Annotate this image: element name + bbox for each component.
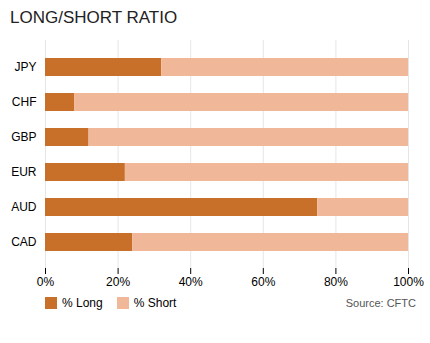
svg-text:40%: 40% [179, 275, 203, 289]
svg-text:60%: 60% [251, 275, 275, 289]
svg-text:0%: 0% [37, 275, 55, 289]
svg-text:GBP: GBP [11, 130, 36, 144]
html-text:Source: CFTC: Source: CFTC [345, 297, 416, 309]
html-text:% Long: % Long [62, 296, 103, 310]
svg-text:EUR: EUR [11, 165, 37, 179]
html-text:LONG/SHORT RATIO: LONG/SHORT RATIO [10, 8, 178, 27]
svg-text:CHF: CHF [12, 95, 37, 109]
svg-text:100%: 100% [393, 275, 424, 289]
svg-text:20%: 20% [106, 275, 130, 289]
svg-text:JPY: JPY [14, 60, 36, 74]
svg-text:80%: 80% [324, 275, 348, 289]
svg-text:CAD: CAD [11, 235, 37, 249]
html-text:% Short: % Short [133, 296, 177, 310]
svg-text:AUD: AUD [11, 200, 37, 214]
